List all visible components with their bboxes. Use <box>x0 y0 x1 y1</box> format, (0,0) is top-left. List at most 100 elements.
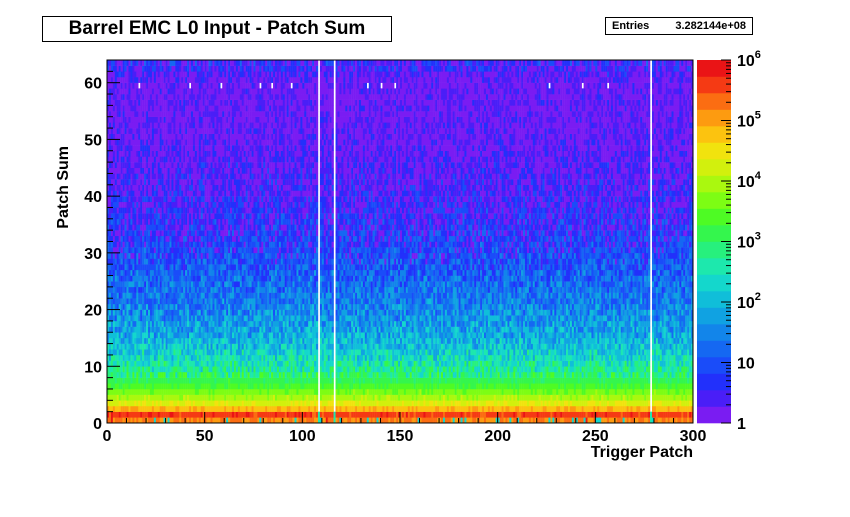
heatmap-cell <box>470 371 473 378</box>
heatmap-cell <box>495 366 498 373</box>
heatmap-cell <box>509 388 512 395</box>
heatmap-cell <box>653 337 657 344</box>
heatmap-cell <box>493 383 496 390</box>
heatmap-cell <box>370 383 373 390</box>
heatmap-cell <box>597 349 600 356</box>
heatmap-cell <box>421 377 424 384</box>
heatmap-cell <box>511 360 514 367</box>
heatmap-cell <box>546 354 549 361</box>
heatmap-cell <box>441 360 444 367</box>
heatmap-cell <box>376 400 379 407</box>
heatmap-cell <box>382 343 385 350</box>
heatmap-cell <box>220 349 223 356</box>
heatmap-cell <box>292 366 295 373</box>
heatmap-cell <box>421 371 424 378</box>
heatmap-cell <box>491 337 495 344</box>
heatmap-cell <box>628 332 631 339</box>
heatmap-cell <box>401 326 405 333</box>
heatmap-cell <box>376 394 379 401</box>
heatmap-cell <box>306 411 309 418</box>
heatmap-cell <box>579 366 582 373</box>
heatmap-cell <box>482 405 485 412</box>
heatmap-cell <box>593 337 596 344</box>
heatmap-cell <box>474 405 477 412</box>
heatmap-cell <box>595 411 598 418</box>
heatmap-cell <box>310 360 313 367</box>
heatmap-cell <box>144 405 147 412</box>
heatmap-cell <box>235 360 239 367</box>
heatmap-cell <box>663 388 666 395</box>
heatmap-cell <box>528 400 532 407</box>
heatmap-cell <box>560 349 563 356</box>
heatmap-cell <box>595 400 598 407</box>
heatmap-cell <box>302 417 305 424</box>
heatmap-cell <box>112 417 116 424</box>
heatmap-cell <box>548 383 551 390</box>
heatmap-cell <box>431 337 434 344</box>
heatmap-cell <box>618 417 621 424</box>
heatmap-cell <box>437 383 440 390</box>
heatmap-cell <box>138 360 141 367</box>
heatmap-cell <box>591 411 594 418</box>
heatmap-cell <box>640 349 643 356</box>
heatmap-cell <box>142 405 145 412</box>
heatmap-cell <box>388 349 391 356</box>
heatmap-cell <box>540 332 543 339</box>
heatmap-cell <box>247 343 250 350</box>
heatmap-cell <box>640 354 643 361</box>
heatmap-cell <box>519 377 522 384</box>
heatmap-cell <box>456 388 459 395</box>
heatmap-cell <box>411 349 414 356</box>
heatmap-cell <box>112 400 116 407</box>
heatmap-cell <box>194 349 198 356</box>
heatmap-cell <box>458 343 461 350</box>
heatmap-cell <box>468 354 471 361</box>
heatmap-cell <box>335 417 338 424</box>
heatmap-cell <box>304 383 307 390</box>
heatmap-cell <box>388 394 391 401</box>
heatmap-cell <box>212 388 215 395</box>
heatmap-cell <box>427 349 430 356</box>
heatmap-cell <box>628 411 631 418</box>
heatmap-cell <box>153 394 157 401</box>
heatmap-cell <box>122 349 125 356</box>
heatmap-cell <box>132 332 135 339</box>
heatmap-cell <box>671 354 674 361</box>
heatmap-cell <box>388 417 391 424</box>
heatmap-cell <box>423 337 426 344</box>
heatmap-cell <box>605 388 608 395</box>
heatmap-cell <box>382 383 385 390</box>
heatmap-cell <box>579 332 582 339</box>
heatmap-cell <box>232 405 235 412</box>
heatmap-cell <box>398 337 401 344</box>
heatmap-cell <box>489 394 493 401</box>
heatmap-cell <box>671 388 674 395</box>
heatmap-cell <box>456 377 459 384</box>
heatmap-cell <box>435 349 438 356</box>
heatmap-cell <box>653 332 657 339</box>
heatmap-cell <box>140 354 143 361</box>
heatmap-cell <box>501 360 504 367</box>
heatmap-cell <box>157 343 160 350</box>
heatmap-cell <box>253 360 256 367</box>
heatmap-cell <box>261 343 264 350</box>
heatmap-cell <box>587 349 590 356</box>
heatmap-cell <box>448 405 452 412</box>
heatmap-cell <box>378 349 381 356</box>
heatmap-cell <box>140 388 143 395</box>
heatmap-cell <box>216 366 219 373</box>
heatmap-cell <box>523 388 526 395</box>
heatmap-cell <box>349 411 352 418</box>
heatmap-cell <box>583 388 586 395</box>
heatmap-cell <box>165 360 168 367</box>
heatmap-cell <box>175 377 178 384</box>
heatmap-cell <box>263 405 266 412</box>
heatmap-cell <box>198 349 202 356</box>
heatmap-cell <box>425 405 428 412</box>
heatmap-cell <box>622 411 625 418</box>
heatmap-cell <box>530 326 534 333</box>
heatmap-cell <box>495 377 498 384</box>
heatmap-cell <box>605 366 608 373</box>
heatmap-cell <box>157 383 160 390</box>
heatmap-cell <box>505 400 508 407</box>
